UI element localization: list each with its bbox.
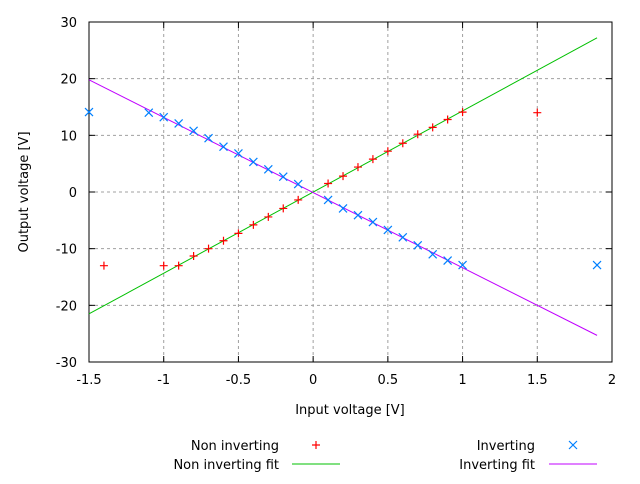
- data-point-2: [368, 217, 378, 227]
- x-axis-label: Input voltage [V]: [295, 403, 405, 418]
- x-tick-label: 0: [309, 373, 317, 388]
- legend-label: Inverting fit: [459, 458, 535, 473]
- x-tick-label: 1: [458, 373, 466, 388]
- data-point-2: [234, 149, 243, 158]
- data-point-0: [159, 261, 168, 270]
- data-point-2: [278, 172, 288, 182]
- data-point-2: [413, 240, 423, 250]
- legend-marker: [312, 441, 320, 449]
- y-tick-label: -30: [56, 356, 77, 371]
- x-tick-label: 0.5: [378, 373, 399, 388]
- x-tick-label: -1: [157, 373, 170, 388]
- data-point-2: [323, 195, 333, 205]
- grid: [89, 22, 612, 362]
- data-point-2: [263, 164, 273, 174]
- data-point-0: [533, 108, 542, 117]
- data-point-2: [428, 249, 438, 259]
- data-point-0: [234, 229, 243, 238]
- data-point-0: [324, 179, 333, 188]
- y-tick-label: -20: [56, 299, 77, 314]
- data-point-0: [413, 130, 422, 139]
- data-point-0: [443, 115, 452, 124]
- data-point-2: [159, 112, 169, 122]
- x-tick-label: -1.5: [76, 373, 101, 388]
- data-point-0: [398, 139, 407, 148]
- x-tick-label: 1.5: [527, 373, 548, 388]
- data-point-0: [174, 261, 183, 270]
- legend-label: Non inverting fit: [173, 458, 279, 473]
- data-point-2: [189, 126, 199, 136]
- data-point-0: [368, 155, 377, 164]
- data-marks: [84, 37, 602, 336]
- series-line-3: [88, 79, 598, 336]
- data-point-2: [219, 142, 228, 152]
- data-point-0: [219, 236, 228, 245]
- data-point-0: [204, 244, 213, 253]
- x-tick-label: 2: [608, 373, 616, 388]
- legend-label: Inverting: [477, 439, 535, 454]
- data-point-2: [383, 225, 393, 235]
- data-point-2: [248, 157, 258, 167]
- y-tick-label: 30: [60, 16, 77, 31]
- data-point-2: [353, 210, 363, 220]
- x-tick-label: -0.5: [226, 373, 251, 388]
- data-point-0: [458, 108, 467, 117]
- data-point-2: [293, 179, 303, 189]
- y-tick-label: 10: [60, 129, 77, 144]
- data-point-0: [279, 204, 288, 213]
- data-point-0: [294, 195, 303, 204]
- data-point-0: [428, 123, 437, 132]
- legend: Non inverting Non inverting fit Inverting I…: [173, 439, 597, 473]
- data-point-2: [174, 119, 184, 128]
- data-point-0: [264, 212, 273, 221]
- y-axis-label: Output voltage [V]: [17, 131, 32, 252]
- y-tick-label: -10: [56, 243, 77, 258]
- legend-label: Non inverting: [191, 439, 279, 454]
- data-point-2: [84, 107, 94, 117]
- data-point-2: [144, 108, 154, 118]
- y-tick-label: 20: [60, 73, 77, 88]
- axis-ticks: -1.5 -1 -0.5 0 0.5 1 1.5 2 -30 -20 -10 0 10 20 30: [56, 16, 616, 388]
- data-point-2: [338, 204, 348, 213]
- data-point-2: [204, 133, 213, 143]
- data-point-2: [458, 260, 467, 270]
- legend-marker: [568, 440, 578, 450]
- data-point-0: [189, 252, 198, 261]
- data-point-0: [353, 163, 362, 172]
- data-point-0: [339, 172, 348, 181]
- data-point-2: [592, 260, 602, 270]
- data-point-0: [249, 220, 258, 229]
- data-point-0: [99, 261, 108, 270]
- data-point-2: [443, 256, 453, 265]
- y-tick-label: 0: [69, 186, 77, 201]
- data-point-2: [398, 232, 408, 242]
- data-point-0: [383, 147, 392, 156]
